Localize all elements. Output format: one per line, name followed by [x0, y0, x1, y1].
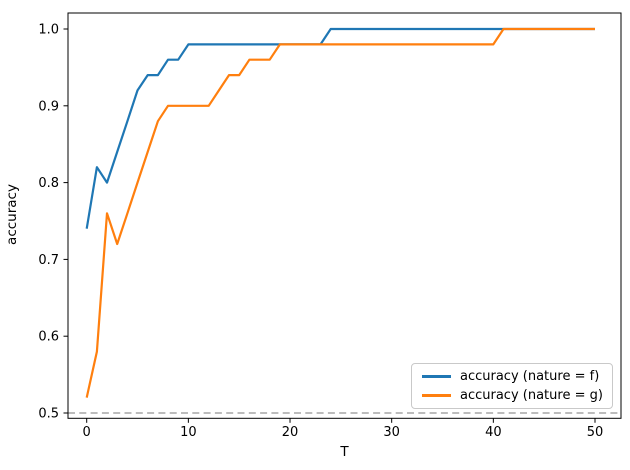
- y-tick-label: 0.5: [38, 407, 59, 422]
- x-tick-label: 20: [282, 425, 299, 440]
- legend-label-g: accuracy (nature = g): [460, 388, 603, 403]
- series-line-0: [85, 27, 595, 229]
- legend-item-nature-f: accuracy (nature = f): [416, 367, 608, 386]
- x-tick-label: 30: [383, 425, 400, 440]
- series-line-1: [85, 27, 595, 398]
- y-tick-label: 0.6: [38, 330, 59, 345]
- y-tick-label: 0.8: [38, 176, 59, 191]
- y-tick-label: 1.0: [38, 23, 59, 38]
- legend-label-f: accuracy (nature = f): [460, 369, 600, 384]
- y-tick-label: 0.9: [38, 99, 59, 114]
- legend-line-sample-f: [422, 375, 451, 378]
- y-axis-label: accuracy: [4, 184, 20, 245]
- x-axis-label: T: [339, 444, 349, 460]
- legend-item-nature-g: accuracy (nature = g): [416, 386, 608, 405]
- plot-frame: [67, 12, 622, 419]
- data-lines: [85, 27, 595, 398]
- legend-line-sample-g: [422, 394, 451, 397]
- x-tick-label: 10: [180, 425, 197, 440]
- legend: accuracy (nature = f) accuracy (nature =…: [411, 363, 613, 409]
- y-axis-ticks: 0.5 0.6 0.7 0.8 0.9 1.0: [38, 23, 68, 422]
- x-tick-label: 40: [485, 425, 502, 440]
- x-axis-ticks: 0 10 20 30 40 50: [83, 418, 604, 440]
- x-tick-label: 50: [587, 425, 604, 440]
- y-tick-label: 0.7: [38, 253, 59, 268]
- x-tick-label: 0: [83, 425, 91, 440]
